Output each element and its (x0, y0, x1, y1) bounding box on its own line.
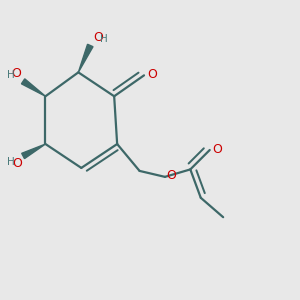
Text: O: O (12, 67, 22, 80)
Text: O: O (12, 158, 22, 170)
Text: O: O (212, 143, 222, 156)
Text: H: H (7, 70, 15, 80)
Polygon shape (78, 44, 93, 72)
Text: O: O (167, 169, 176, 182)
Text: H: H (100, 34, 108, 44)
Text: H: H (7, 158, 15, 167)
Text: O: O (148, 68, 158, 81)
Polygon shape (22, 144, 46, 159)
Text: O: O (93, 31, 103, 44)
Polygon shape (21, 79, 46, 96)
